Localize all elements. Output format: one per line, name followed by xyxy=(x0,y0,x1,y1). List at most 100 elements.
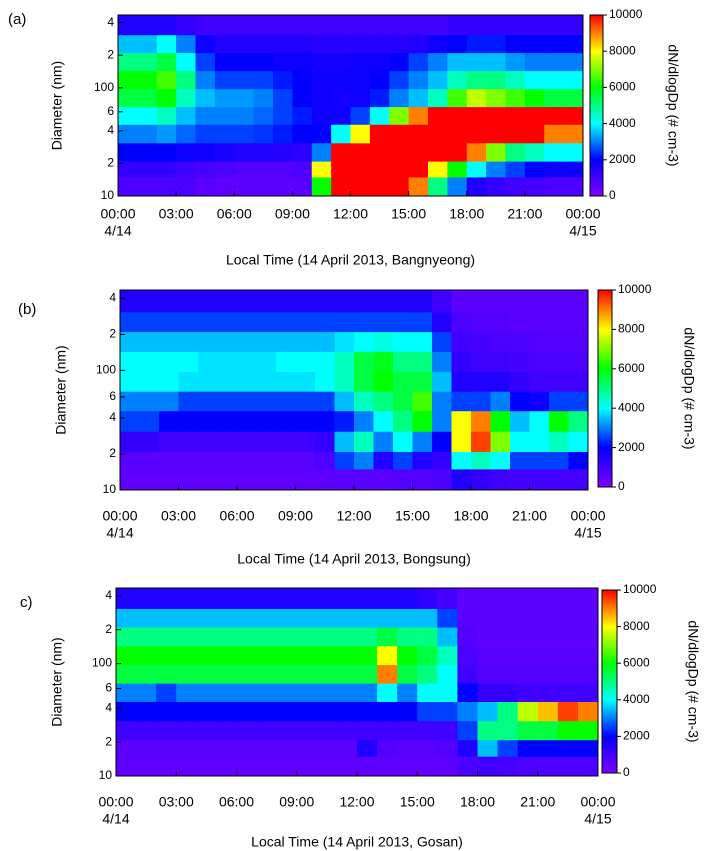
heatmap-cell xyxy=(336,720,358,741)
x-tick-label: 00:00 xyxy=(570,508,605,524)
heatmap-cell xyxy=(216,627,237,647)
heatmap-cell xyxy=(156,627,177,647)
heatmap-cell xyxy=(529,468,550,491)
heatmap-cell xyxy=(412,351,433,372)
heatmap-cell xyxy=(568,351,589,372)
x-tick-date: 4/15 xyxy=(574,525,601,541)
heatmap-cell xyxy=(137,142,158,162)
x-tick-label: 18:00 xyxy=(460,794,495,810)
heatmap-cell xyxy=(477,701,499,722)
heatmap-cell xyxy=(217,410,238,432)
heatmap-cell xyxy=(437,645,458,666)
heatmap-cell xyxy=(156,701,177,722)
heatmap-cell xyxy=(505,88,526,108)
heatmap-cell xyxy=(369,52,390,72)
heatmap-cell xyxy=(563,52,584,72)
heatmap-cell xyxy=(397,756,418,777)
heatmap-cell xyxy=(336,756,358,777)
heatmap-cell xyxy=(178,431,199,452)
heatmap-cell xyxy=(577,739,599,757)
heatmap-cell xyxy=(292,106,313,125)
heatmap-cell xyxy=(466,52,487,72)
heatmap-cell xyxy=(276,371,296,392)
heatmap-cell xyxy=(196,683,217,702)
heatmap-cell xyxy=(466,15,487,36)
heatmap-cell xyxy=(412,391,433,412)
heatmap-cell xyxy=(214,88,235,108)
heatmap-cell xyxy=(118,161,138,178)
heatmap-cell xyxy=(118,88,138,108)
heatmap-cell xyxy=(486,88,506,108)
heatmap-cell xyxy=(273,15,293,36)
heatmap-cell xyxy=(544,106,565,125)
heatmap-cell xyxy=(437,756,458,777)
heatmap-cell xyxy=(393,351,413,372)
heatmap-cell xyxy=(497,608,519,628)
x-tick-label: 00:00 xyxy=(102,508,137,524)
heatmap-cell xyxy=(537,608,559,628)
heatmap-cell xyxy=(369,70,390,90)
heatmap-cell xyxy=(273,124,293,144)
heatmap-cell xyxy=(354,311,374,333)
y-tick-label: 6 xyxy=(109,389,116,403)
heatmap-cell xyxy=(537,645,559,666)
heatmap-cell xyxy=(437,664,458,684)
heatmap-cell xyxy=(537,664,559,684)
x-axis-label: Local Time (14 April 2013, Bongsung) xyxy=(237,551,470,567)
heatmap-cell xyxy=(408,70,429,90)
heatmap-cell xyxy=(214,106,235,125)
heatmap-cell xyxy=(159,371,179,392)
heatmap-cell xyxy=(397,739,418,757)
heatmap-cell xyxy=(505,142,526,162)
heatmap-cell xyxy=(311,161,332,178)
heatmap-cell xyxy=(118,52,138,72)
heatmap-cell xyxy=(563,70,584,90)
heatmap-cell xyxy=(377,720,398,741)
heatmap-cell xyxy=(432,410,452,432)
heatmap-cell xyxy=(389,34,410,54)
heatmap-cell xyxy=(568,331,589,352)
heatmap-cell xyxy=(517,645,539,666)
x-tick-label: 09:00 xyxy=(279,794,314,810)
heatmap-cell xyxy=(544,176,565,197)
heatmap-cell xyxy=(524,124,545,144)
heatmap-cell xyxy=(276,451,296,470)
heatmap-cell xyxy=(176,70,196,90)
heatmap-cell xyxy=(118,142,138,162)
heatmap-cell xyxy=(497,739,519,757)
heatmap-cell xyxy=(256,627,278,647)
heatmap-cell xyxy=(477,608,499,628)
colorbar-label: dN/dlogDp (# cm-3) xyxy=(665,44,681,166)
heatmap-cell xyxy=(486,142,506,162)
heatmap-cell xyxy=(216,701,237,722)
heatmap-cell xyxy=(408,52,429,72)
heatmap-cell xyxy=(120,451,140,470)
heatmap-cell xyxy=(563,15,584,36)
y-tick-label: 2 xyxy=(105,734,112,748)
heatmap-cell xyxy=(510,391,530,412)
colorbar-tick-label: 2000 xyxy=(623,729,650,743)
colorbar-tick-label: 6000 xyxy=(623,655,650,669)
heatmap-cell xyxy=(544,124,565,144)
heatmap-cell xyxy=(253,70,274,90)
heatmap-cell xyxy=(563,34,584,54)
heatmap-cell xyxy=(273,70,293,90)
colorbar-tick-label: 4000 xyxy=(618,400,645,414)
heatmap-cell xyxy=(156,683,177,702)
heatmap-cell xyxy=(393,290,413,313)
heatmap-cell xyxy=(354,410,374,432)
heatmap-cell xyxy=(357,627,378,647)
heatmap-cell xyxy=(296,645,318,666)
heatmap-cell xyxy=(198,391,218,412)
heatmap-cell xyxy=(276,739,298,757)
colorbar-tick-label: 10000 xyxy=(618,282,652,296)
y-tick-label: 10 xyxy=(99,768,113,782)
heatmap-cell xyxy=(116,608,137,628)
heatmap-cell xyxy=(517,683,539,702)
heatmap-cell xyxy=(156,106,177,125)
colorbar-tick-label: 6000 xyxy=(609,80,636,94)
heatmap-cell xyxy=(234,161,255,178)
heatmap-cell xyxy=(217,290,238,313)
heatmap-cell xyxy=(116,756,137,777)
